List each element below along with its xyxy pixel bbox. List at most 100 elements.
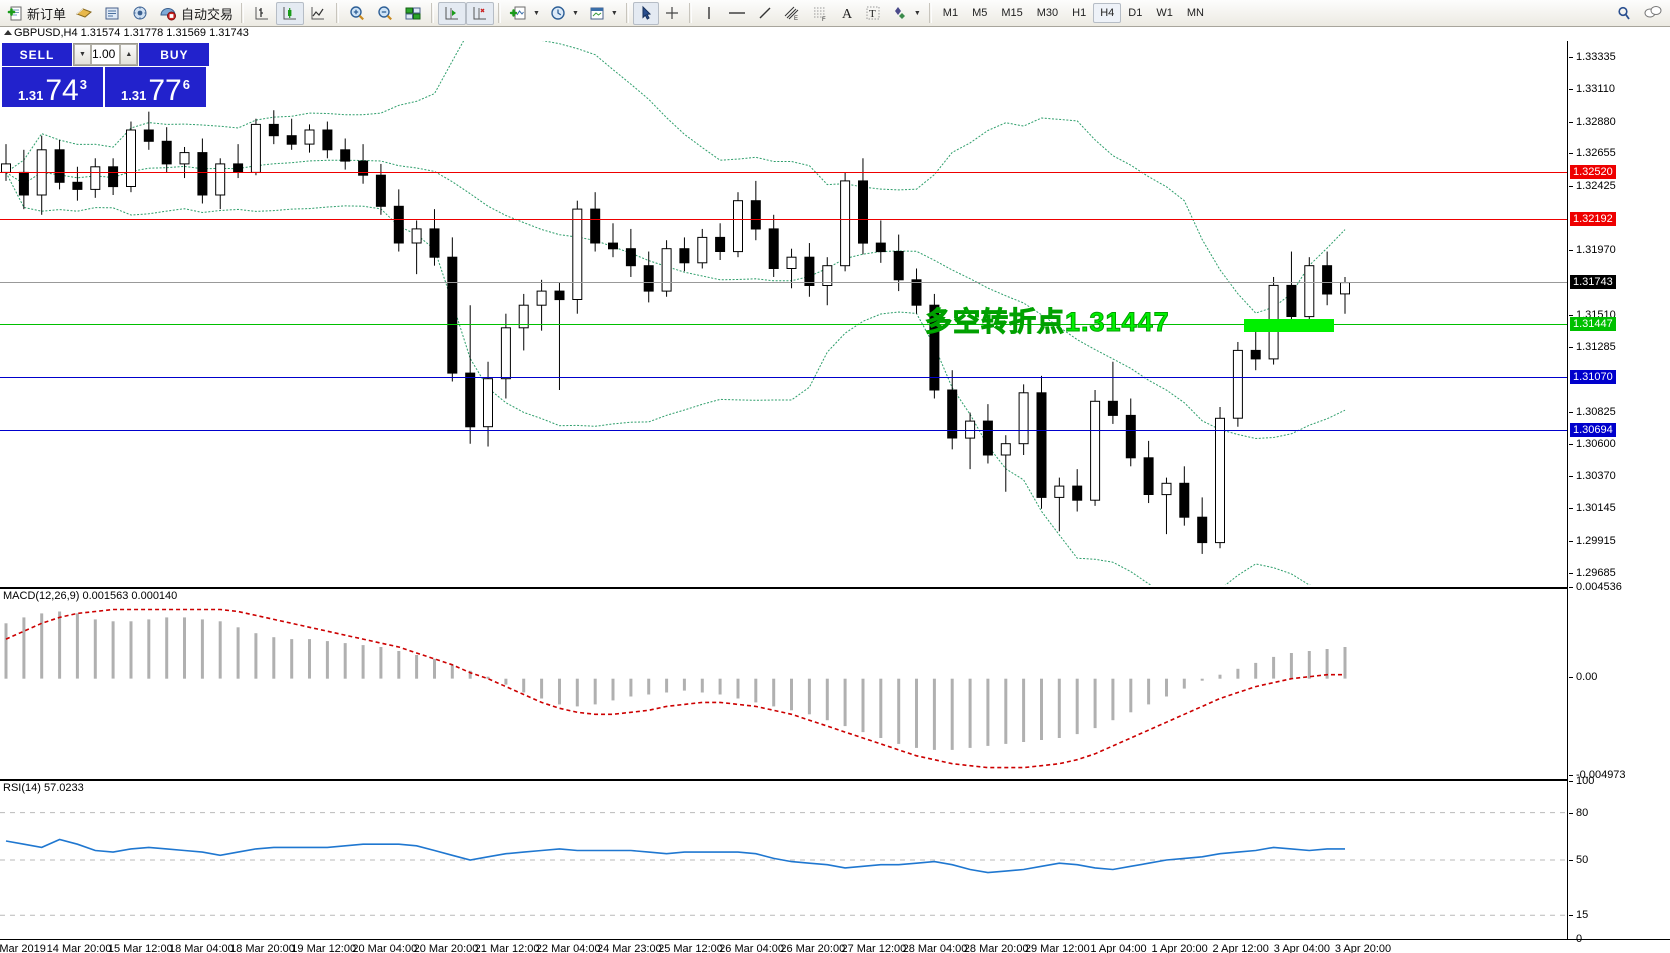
timeframe-m1[interactable]: M1 (942, 7, 959, 19)
trendline-button[interactable] (752, 2, 778, 25)
volume-input[interactable]: 1.00 (91, 44, 121, 65)
timeframe-m30[interactable]: M30 (1036, 7, 1059, 19)
expert-advisors-button[interactable] (70, 2, 98, 25)
sell-price-main: 74 (45, 74, 79, 107)
timeframe-m15[interactable]: M15 (1001, 7, 1023, 19)
price-pane[interactable]: 多空转折点1.31447 (0, 41, 1567, 585)
candlestick-chart-button[interactable] (276, 1, 305, 25)
time-tick: 21 Mar 12:00 (474, 943, 540, 953)
sell-button[interactable]: SELL (2, 43, 72, 66)
new-order-button[interactable]: 新订单 (2, 2, 70, 25)
period-button[interactable]: ▼ (544, 2, 583, 25)
time-tick: 18 Mar 20:00 (230, 943, 295, 953)
timeframe-w1[interactable]: W1 (1156, 7, 1173, 19)
vertical-line-icon (708, 7, 710, 19)
occ-controls-row: SELL ▼ 1.00 ▲ BUY (2, 43, 210, 66)
sell-price-display[interactable]: 1.31 74 3 (2, 67, 103, 107)
price-label-support[interactable]: 1.30694 (1570, 423, 1616, 438)
price-label-support[interactable]: 1.31070 (1570, 370, 1616, 385)
price-label-resistance[interactable]: 1.32520 (1570, 165, 1616, 180)
plot-region[interactable]: 多空转折点1.31447 MACD(12,26,9) 0.001563 0.00… (0, 41, 1567, 939)
price-axis[interactable]: 1.33335 1.33110 1.32880 1.32655 1.32425 1.319… (1567, 41, 1670, 945)
timeframe-mn[interactable]: MN (1186, 7, 1204, 19)
volume-increase-button[interactable]: ▲ (120, 44, 138, 65)
add-indicator-button[interactable]: ▼ (505, 2, 544, 25)
price-label-resistance[interactable]: 1.32192 (1570, 211, 1616, 226)
volume-decrease-button[interactable]: ▼ (74, 44, 91, 65)
shapes-button[interactable]: ▼ (886, 2, 925, 25)
buy-price-display[interactable]: 1.31 77 6 (105, 67, 206, 107)
highlight-rectangle[interactable] (1244, 319, 1334, 333)
vertical-line-button[interactable] (696, 2, 722, 25)
shift-end-icon (445, 7, 459, 20)
shift-end-button[interactable] (438, 1, 467, 25)
volume-stepper[interactable]: ▼ 1.00 ▲ (73, 43, 139, 66)
price-label-pivot[interactable]: 1.31447 (1570, 317, 1616, 331)
text-button[interactable]: T (860, 2, 886, 25)
chevron-down-icon[interactable]: ▼ (571, 9, 579, 17)
price-tick: 1.29685 (1569, 567, 1616, 579)
auto-scroll-button[interactable] (466, 1, 495, 25)
chevron-down-icon[interactable]: ▼ (610, 9, 618, 17)
new-order-label: 新订单 (27, 6, 67, 22)
text-label-button[interactable]: A (834, 2, 860, 25)
buy-button[interactable]: BUY (139, 43, 210, 66)
one-click-trading-panel[interactable]: SELL ▼ 1.00 ▲ BUY 1.31 74 3 1.31 77 6 (2, 43, 210, 107)
zoom-out-icon (378, 6, 393, 21)
line-chart-button[interactable] (304, 2, 332, 25)
expert-advisors-icon (76, 8, 92, 18)
time-tick: 20 Mar 20:00 (413, 943, 479, 953)
price-tick: 1.32425 (1569, 179, 1616, 192)
chevron-down-icon[interactable]: ▼ (533, 9, 540, 17)
zoom-in-button[interactable] (343, 2, 371, 25)
main-toolbar: 新订单 (0, 0, 1670, 27)
equidistant-channel-button[interactable]: E (778, 2, 806, 25)
timeframe-m5[interactable]: M5 (972, 7, 988, 19)
templates-icon (590, 7, 604, 20)
search-button[interactable] (1610, 2, 1638, 25)
timeframe-d1[interactable]: D1 (1128, 7, 1143, 19)
price-line-1-32520[interactable] (0, 172, 1567, 174)
chat-button[interactable] (1638, 2, 1668, 25)
rsi-pane[interactable]: RSI(14) 57.0233 (0, 779, 1567, 939)
price-line-1-31447[interactable] (0, 324, 1567, 325)
templates-button[interactable]: ▼ (583, 2, 622, 25)
timeframe-group: M1 M5 M15 M30 H1 H4 D1 W1 MN (936, 3, 1211, 23)
timeframe-h4[interactable]: H4 (1093, 3, 1122, 23)
price-line-1-30694[interactable] (0, 430, 1567, 432)
cursor-button[interactable] (632, 1, 659, 25)
price-line-1-31743[interactable] (0, 282, 1567, 284)
svg-text:E: E (794, 16, 798, 22)
zoom-out-button[interactable] (371, 2, 399, 25)
data-window-button[interactable] (98, 2, 126, 25)
navigator-button[interactable] (126, 2, 154, 25)
crosshair-button[interactable] (659, 2, 685, 25)
chart-area[interactable]: GBPUSD,H4 1.31574 1.31778 1.31569 1.3174… (0, 27, 1670, 953)
candlestick-chart-icon (283, 7, 297, 20)
rsi-tick: 15 (1568, 909, 1589, 922)
horizontal-line-icon (728, 12, 745, 14)
price-line-1-31070[interactable] (0, 377, 1567, 379)
autotrading-button[interactable]: 自动交易 (154, 2, 237, 25)
fibonacci-button[interactable]: F (806, 2, 834, 25)
rsi-tick: 80 (1568, 806, 1589, 819)
macd-pane[interactable]: MACD(12,26,9) 0.001563 0.000140 (0, 587, 1567, 777)
sell-price-fraction: 3 (79, 77, 87, 92)
timeframe-h1[interactable]: H1 (1072, 7, 1087, 19)
clock-icon (551, 6, 565, 20)
chevron-down-icon[interactable]: ▼ (913, 9, 921, 17)
price-label-current[interactable]: 1.31743 (1570, 275, 1616, 290)
time-tick: 24 Mar 23:00 (596, 943, 662, 953)
bar-chart-button[interactable] (248, 2, 276, 25)
tile-windows-button[interactable] (399, 2, 427, 25)
pivot-annotation[interactable]: 多空转折点1.31447 (925, 307, 1170, 338)
price-line-1-32192[interactable] (0, 218, 1567, 220)
svg-text:T: T (869, 8, 876, 20)
rsi-tick: 0 (1568, 933, 1583, 945)
collapse-arrow-icon[interactable] (4, 30, 12, 35)
time-tick: 22 Mar 04:00 (535, 943, 601, 953)
price-tick: 1.30370 (1569, 470, 1616, 483)
horizontal-line-button[interactable] (722, 2, 752, 25)
navigator-icon (133, 6, 147, 20)
